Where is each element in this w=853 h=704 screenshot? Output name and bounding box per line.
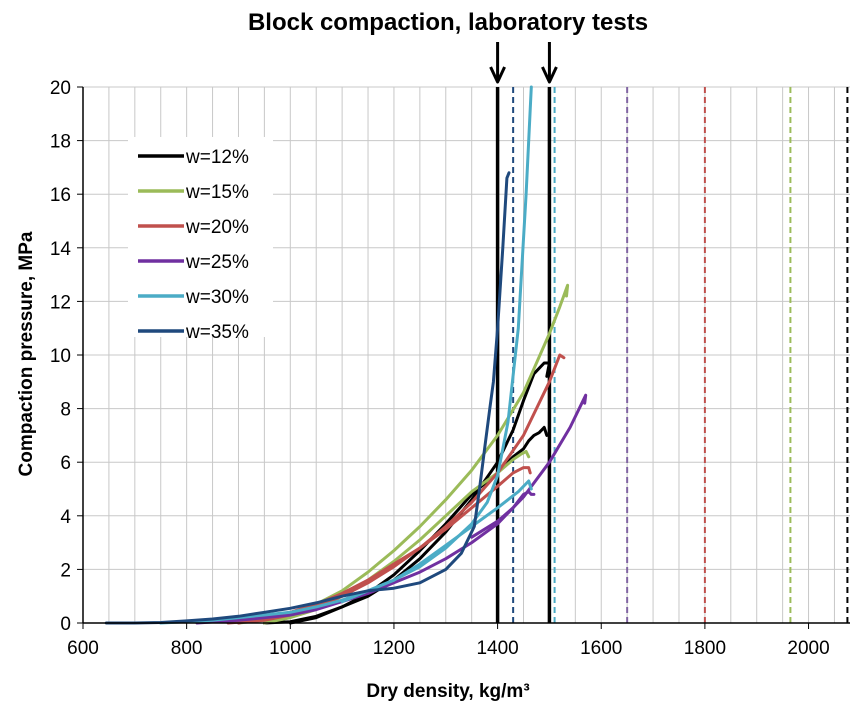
x-axis-label: Dry density, kg/m³ [366,681,529,702]
y-tick-label: 14 [50,239,72,260]
x-tick-label: 800 [171,638,203,659]
legend-label: w=12% [185,147,249,168]
axes [77,86,850,629]
x-tick-label: 1400 [476,638,518,659]
x-tick-label: 1000 [269,638,311,659]
series-line [104,171,511,625]
y-axis-label: Compaction pressure, MPa [16,231,37,476]
y-tick-label: 20 [50,78,71,99]
y-tick-label: 8 [60,400,71,421]
y-tick-label: 12 [50,292,71,313]
chart-title: Block compaction, laboratory tests [248,9,648,36]
series-line [470,490,536,539]
legend-background [128,137,273,337]
y-tick-label: 0 [60,614,71,635]
tick-labels: 600 800 1000 1200 1400 1600 1800 2000 0 2 4 6 8 10 12 1… [50,78,830,659]
y-tick-label: 10 [50,346,71,367]
legend-label: w=25% [185,252,249,273]
y-tick-label: 6 [60,453,71,474]
legend: w=12% w=15% w=20% w=25% w=30% w=35% [128,137,273,343]
series-line [237,466,532,625]
x-tick-label: 2000 [787,638,829,659]
arrow-head [489,66,506,84]
y-tick-label: 2 [60,560,71,581]
series-line [340,479,533,604]
x-tick-label: 1800 [684,638,726,659]
legend-label: w=30% [185,287,249,308]
x-tick-label: 1600 [580,638,622,659]
legend-label: w=15% [185,182,249,203]
x-tick-label: 1200 [373,638,415,659]
series-line [195,393,588,625]
series-line [262,450,531,625]
annotations [489,42,558,84]
legend-label: w=35% [185,322,249,343]
y-tick-label: 18 [50,132,71,153]
arrow-head [541,66,558,84]
reference-lines [495,87,849,623]
y-tick-label: 4 [60,507,71,528]
series [104,85,588,625]
x-tick-label: 600 [67,638,99,659]
y-tick-label: 16 [50,185,71,206]
legend-label: w=20% [185,217,249,238]
